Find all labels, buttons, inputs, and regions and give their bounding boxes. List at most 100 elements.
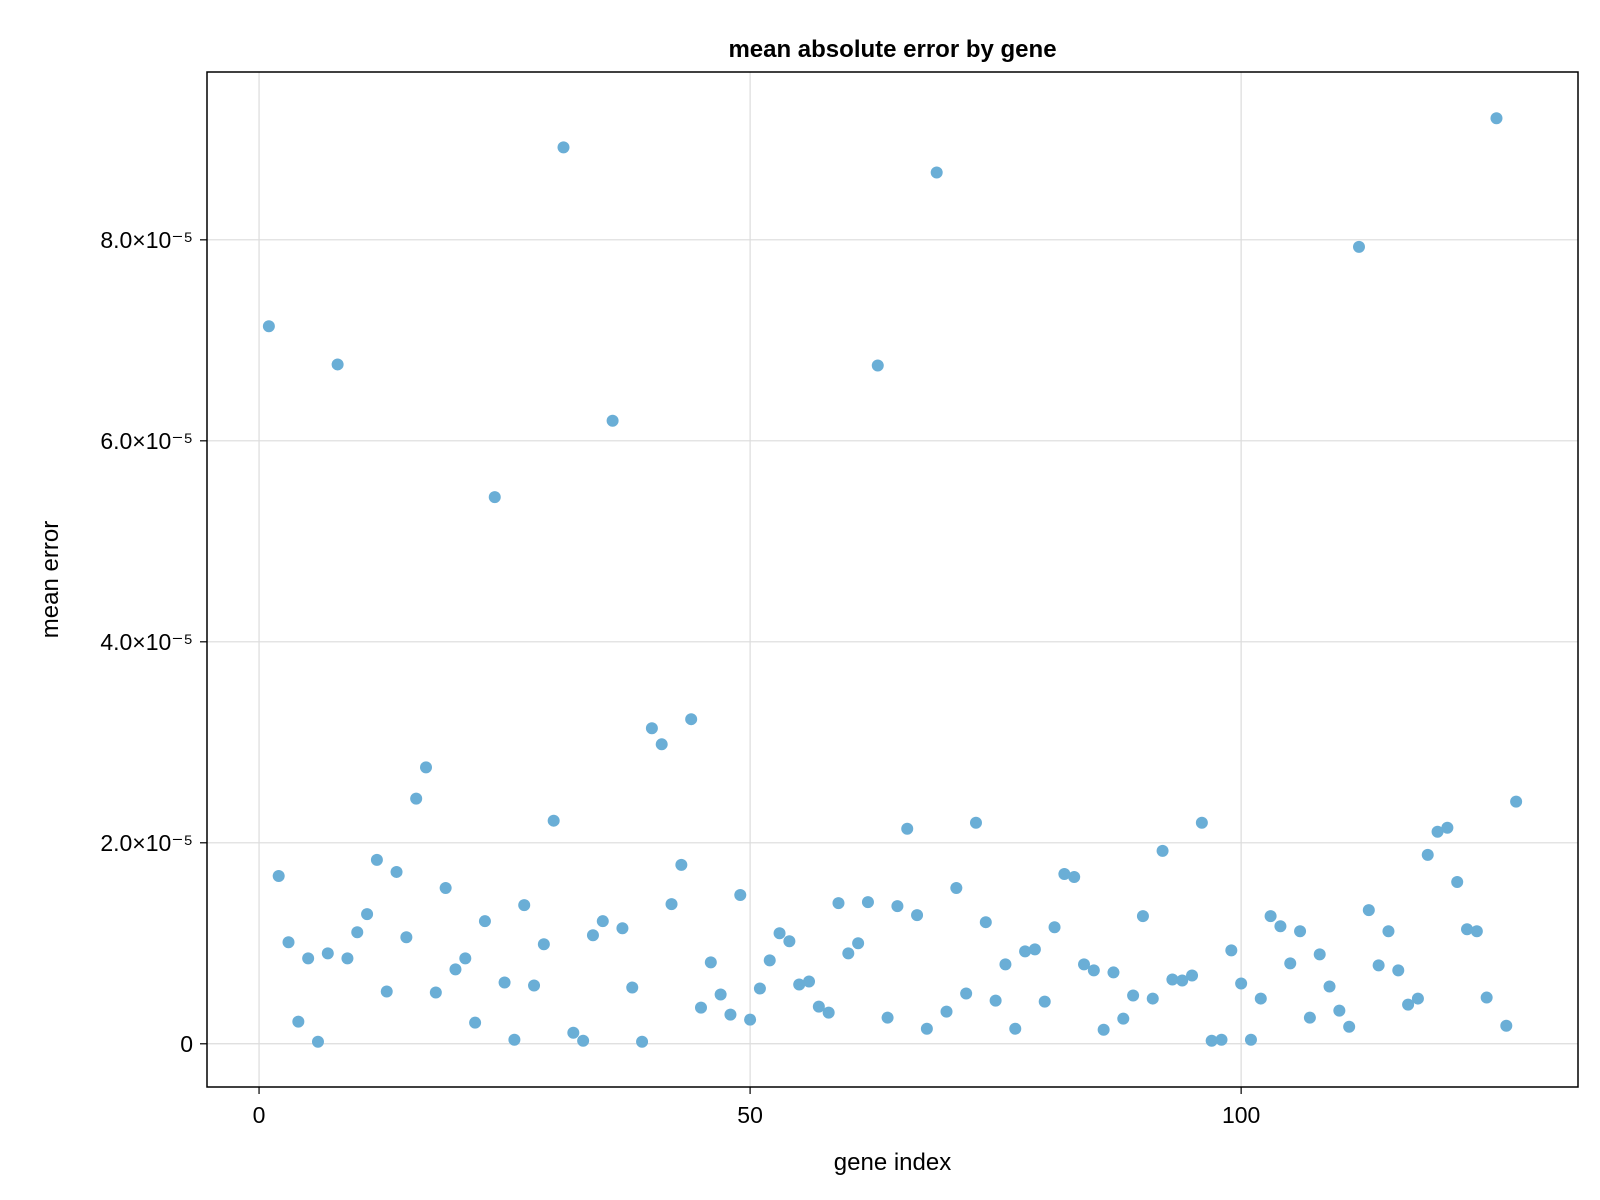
data-point (763, 954, 776, 967)
data-point (616, 922, 629, 935)
data-point (655, 738, 668, 751)
data-point (311, 1035, 324, 1048)
data-point (1500, 1019, 1513, 1032)
data-point (891, 900, 904, 913)
data-point (547, 814, 560, 827)
data-point (1313, 948, 1326, 961)
data-point (1068, 870, 1081, 883)
y-axis-label: mean error (37, 521, 64, 638)
data-point (626, 981, 639, 994)
data-point (1382, 925, 1395, 938)
data-point (694, 1001, 707, 1014)
data-point (1323, 980, 1336, 993)
data-point (1333, 1004, 1346, 1017)
data-point (557, 141, 570, 154)
data-point (449, 963, 462, 976)
axis-ticks: 0 50 100 0 2.0×10⁻⁵ 4.0×10⁻⁵ 6.0×10⁻⁵ 8.0×10⁻⁵ (100, 227, 1260, 1128)
data-point (665, 898, 678, 911)
data-point (1352, 240, 1365, 253)
y-tick-label: 0 (180, 1031, 193, 1057)
data-point (734, 889, 747, 902)
x-tick-label: 50 (737, 1102, 763, 1128)
data-point (1461, 923, 1474, 936)
data-point (1402, 998, 1415, 1011)
y-tick-label: 4.0×10⁻⁵ (100, 629, 193, 655)
data-point (586, 929, 599, 942)
data-point (881, 1011, 894, 1024)
data-point (1028, 943, 1041, 956)
data-point (685, 713, 698, 726)
data-point (636, 1035, 649, 1048)
data-point (969, 816, 982, 829)
data-point (1048, 921, 1061, 934)
data-point (999, 958, 1012, 971)
plot-frame (206, 71, 1579, 1088)
data-point (753, 982, 766, 995)
data-point (1136, 910, 1149, 923)
data-point (979, 916, 992, 929)
data-point (920, 1022, 933, 1035)
data-point (459, 952, 472, 965)
data-points (262, 112, 1523, 1048)
data-point (1274, 920, 1287, 933)
data-point (1038, 995, 1051, 1008)
data-point (940, 1005, 953, 1018)
grid-lines (207, 72, 1578, 1087)
data-point (400, 931, 413, 944)
data-point (724, 1008, 737, 1021)
y-tick-label: 2.0×10⁻⁵ (100, 830, 193, 856)
data-point (645, 722, 658, 735)
data-point (606, 414, 619, 427)
data-point (282, 936, 295, 949)
data-point (508, 1033, 521, 1046)
data-point (704, 956, 717, 969)
data-point (488, 491, 501, 504)
y-tick-label: 6.0×10⁻⁵ (100, 428, 193, 454)
data-point (302, 952, 315, 965)
data-point (1431, 825, 1444, 838)
data-point (1372, 959, 1385, 972)
data-point (361, 908, 374, 921)
data-point (528, 979, 541, 992)
chart-title: mean absolute error by gene (728, 36, 1056, 63)
data-point (1166, 973, 1179, 986)
data-point (1480, 991, 1493, 1004)
data-point (1284, 957, 1297, 970)
data-point (321, 947, 334, 960)
data-point (1470, 925, 1483, 938)
data-point (1176, 974, 1189, 987)
data-point (1215, 1033, 1228, 1046)
data-point (390, 865, 403, 878)
data-point (1107, 966, 1120, 979)
data-point (1244, 1033, 1257, 1046)
data-point (262, 320, 275, 333)
data-point (861, 896, 874, 909)
data-point (1362, 904, 1375, 917)
data-point (370, 853, 383, 866)
data-point (911, 909, 924, 922)
data-point (1254, 992, 1267, 1005)
data-point (577, 1034, 590, 1047)
data-point (420, 761, 433, 774)
data-point (1421, 848, 1434, 861)
data-point (518, 899, 531, 912)
data-point (331, 358, 344, 371)
data-point (351, 926, 364, 939)
data-point (380, 985, 393, 998)
data-point (567, 1026, 580, 1039)
data-point (960, 987, 973, 1000)
data-point (439, 882, 452, 895)
data-point (1294, 925, 1307, 938)
data-point (714, 988, 727, 1001)
data-point (429, 986, 442, 999)
data-point (1087, 964, 1100, 977)
data-point (1490, 112, 1503, 125)
data-point (901, 822, 914, 835)
data-point (1441, 821, 1454, 834)
data-point (783, 935, 796, 948)
data-point (675, 858, 688, 871)
data-point (832, 897, 845, 910)
data-point (1127, 989, 1140, 1002)
data-point (1392, 964, 1405, 977)
x-tick-label: 100 (1222, 1102, 1260, 1128)
